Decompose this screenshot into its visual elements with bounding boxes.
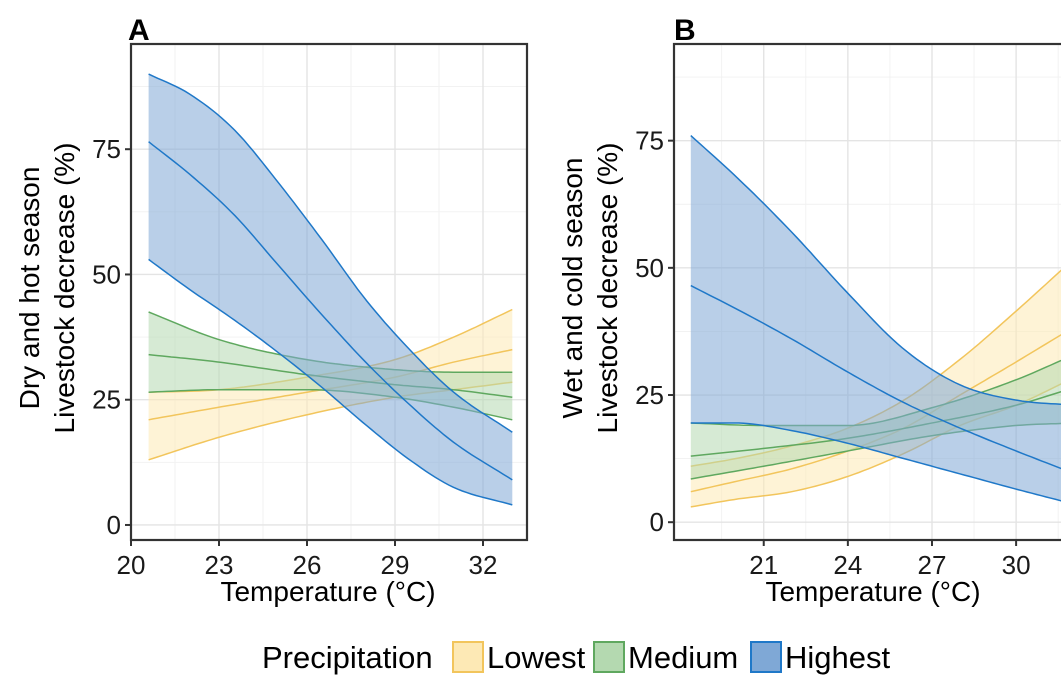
x-tick-label: 27 — [918, 550, 947, 580]
panel-b-series — [690, 135, 1061, 508]
panel-b-letter: B — [674, 14, 696, 47]
panel-b-frame — [672, 42, 1061, 542]
y-tick-label: 50 — [92, 259, 121, 289]
lower-bound-highest — [148, 258, 513, 506]
panel-a: A 20 23 26 29 32 0 25 50 75 Temperature (°C) Dry… — [14, 14, 529, 607]
panel-a-plot-area: 20 23 26 29 32 0 25 50 75 — [92, 42, 529, 580]
panel-b-grid — [674, 44, 1061, 540]
legend-label-medium: Medium — [628, 640, 738, 675]
panel-a-frame — [129, 42, 529, 542]
panel-b-y-axis-title-line2: Livestock decrease (%) — [592, 142, 623, 433]
y-tick-label: 75 — [635, 126, 664, 156]
legend-label-highest: Highest — [785, 640, 890, 675]
y-tick-label: 0 — [107, 510, 121, 540]
panel-b-plot-area: 21 24 27 30 0 25 50 75 — [635, 42, 1061, 580]
lower-bound-highest — [690, 422, 1061, 502]
panel-a-letter: A — [128, 14, 150, 47]
y-tick-label: 50 — [635, 253, 664, 283]
x-tick-label: 29 — [381, 550, 410, 580]
upper-bound-highest — [690, 135, 1061, 405]
panel-b-x-axis-title: Temperature (°C) — [765, 576, 980, 607]
panel-a-y-axis-title-line2: Livestock decrease (%) — [49, 142, 80, 433]
x-tick-label: 21 — [749, 550, 778, 580]
legend-key-highest — [750, 641, 782, 673]
panel-a-series — [148, 73, 513, 506]
panel-b: B 21 24 27 30 0 25 50 75 Temperature (°C) Wet a… — [557, 14, 1061, 607]
panel-a-x-axis-title: Temperature (°C) — [220, 576, 435, 607]
ribbon-highest — [148, 74, 513, 505]
fit-line-highest — [690, 284, 1061, 470]
y-tick-label: 75 — [92, 134, 121, 164]
y-tick-label: 25 — [635, 380, 664, 410]
x-tick-label: 20 — [117, 550, 146, 580]
legend: Precipitation Lowest Medium Highest — [262, 640, 890, 675]
fit-line-highest — [148, 141, 513, 481]
legend-title: Precipitation — [262, 640, 433, 675]
panel-a-y-axis-title-line1: Dry and hot season — [14, 167, 45, 410]
ribbon-highest — [690, 135, 1061, 501]
x-tick-label: 24 — [833, 550, 862, 580]
x-tick-label: 32 — [469, 550, 498, 580]
y-tick-label: 0 — [650, 507, 664, 537]
x-tick-label: 23 — [205, 550, 234, 580]
ribbon-medium — [690, 360, 1061, 479]
upper-bound-highest — [148, 73, 513, 433]
y-tick-label: 25 — [92, 385, 121, 415]
x-tick-label: 26 — [293, 550, 322, 580]
legend-label-lowest: Lowest — [487, 640, 586, 675]
legend-key-medium — [593, 641, 625, 673]
legend-key-lowest — [452, 641, 484, 673]
panel-b-y-axis-title-line1: Wet and cold season — [557, 158, 588, 419]
x-tick-label: 30 — [1002, 550, 1031, 580]
